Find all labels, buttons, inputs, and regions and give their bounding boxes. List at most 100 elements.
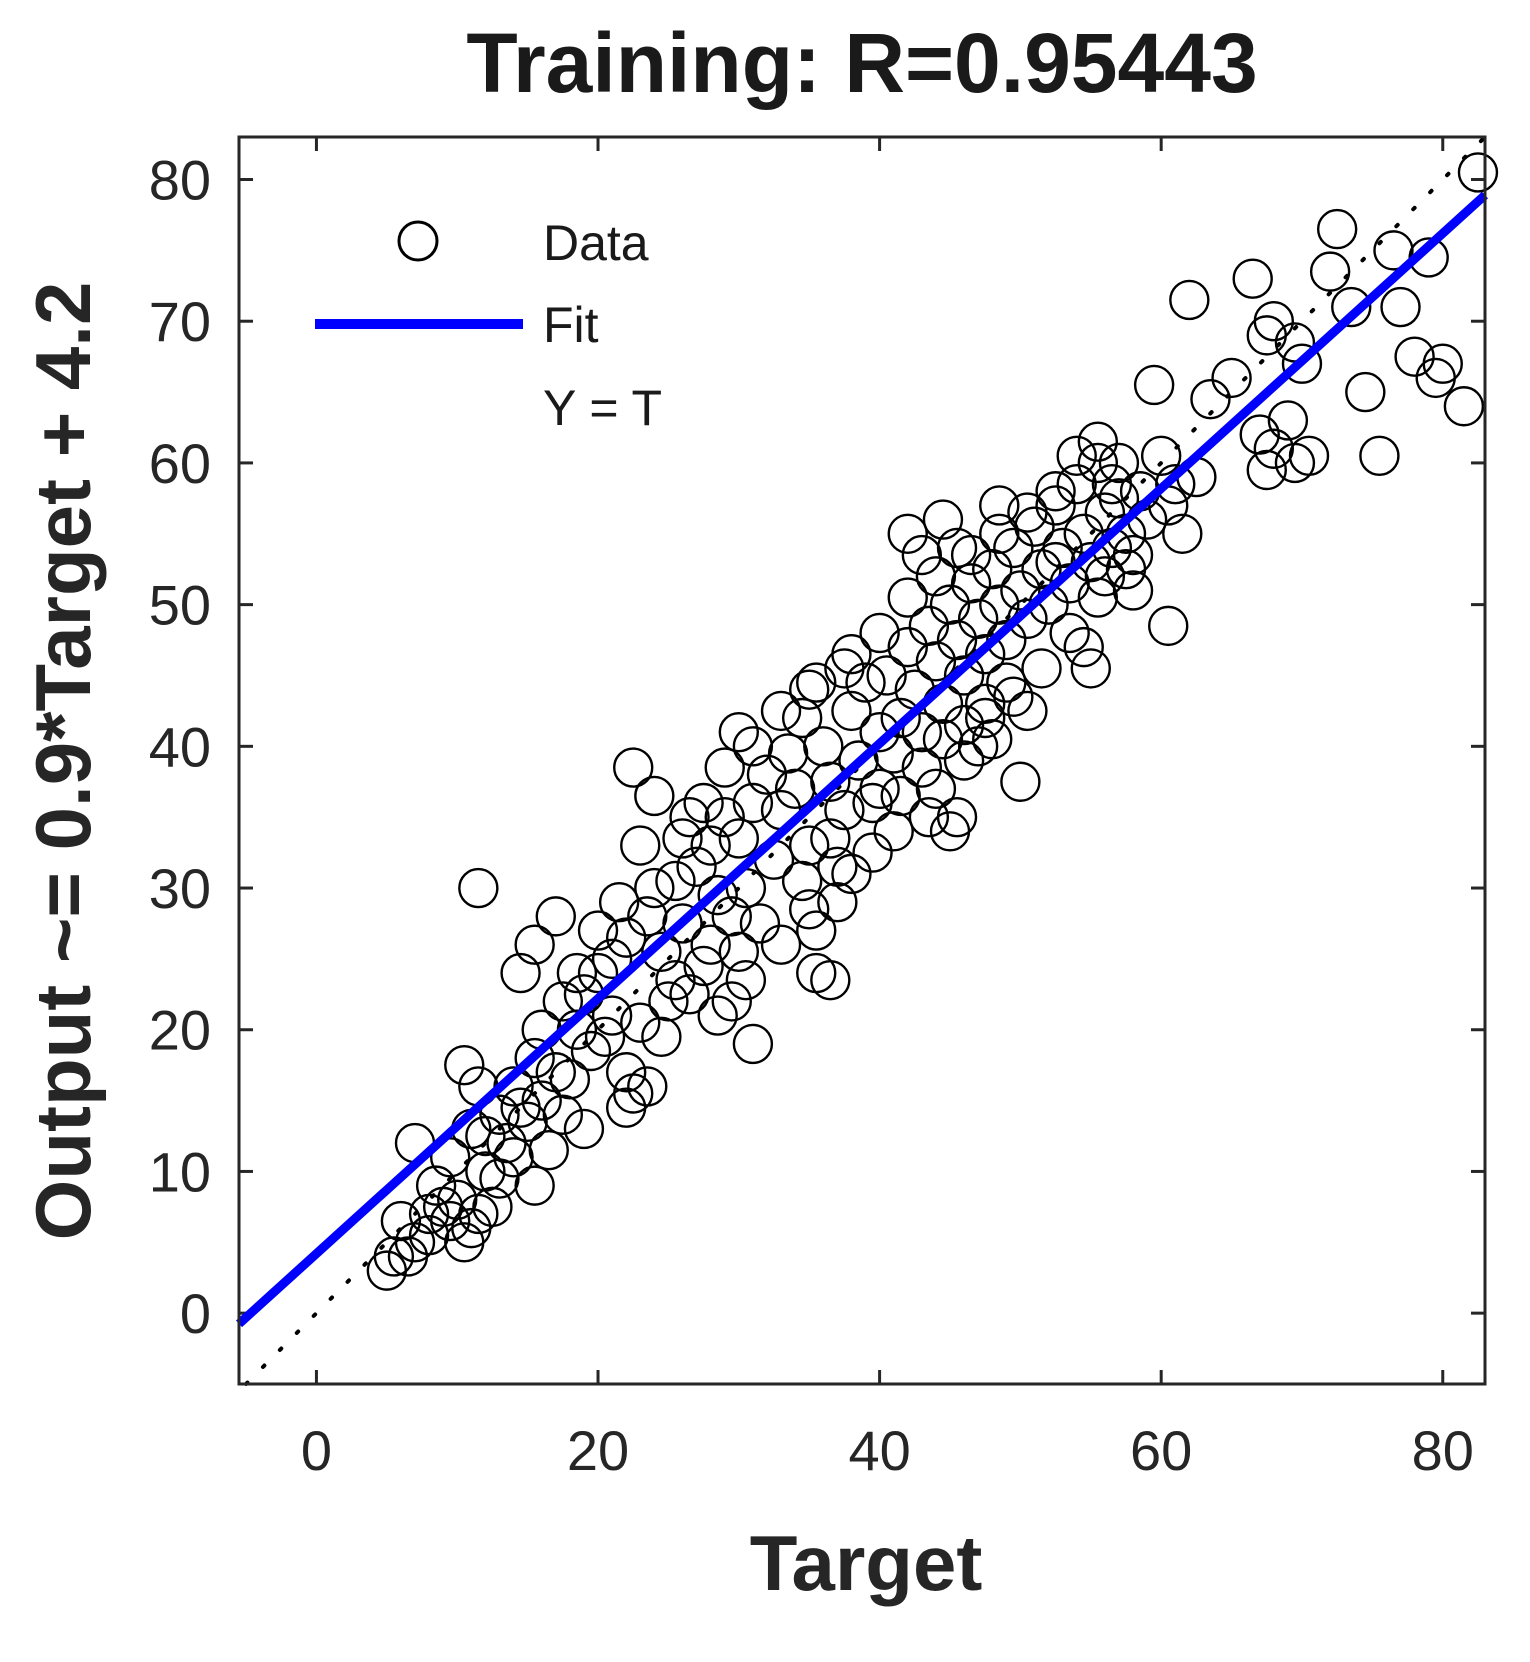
data-point — [964, 634, 1006, 675]
data-point — [662, 818, 703, 859]
data-point — [746, 754, 788, 795]
data-point — [500, 952, 541, 994]
data-point — [1133, 364, 1175, 406]
plot-frame — [237, 135, 1487, 1386]
data-point — [584, 1016, 626, 1058]
data-point — [1000, 761, 1041, 802]
data-point — [1098, 442, 1140, 484]
data-point — [1415, 357, 1456, 399]
data-point — [718, 818, 760, 859]
data-point — [1309, 251, 1351, 292]
data-point — [591, 938, 633, 980]
data-point — [1345, 371, 1386, 413]
y-tick-label: 70 — [149, 290, 211, 353]
data-point — [1021, 648, 1062, 689]
data-point — [1359, 435, 1400, 477]
data-point — [605, 1087, 647, 1128]
data-point — [577, 952, 619, 994]
data-point — [634, 867, 675, 909]
data-point — [1007, 598, 1048, 639]
data-point — [915, 768, 957, 810]
data-point — [1380, 286, 1421, 328]
data-point — [732, 1023, 774, 1065]
data-point — [915, 641, 957, 682]
data-point — [1253, 428, 1295, 469]
data-point — [1049, 612, 1090, 654]
legend-label-identity: Y = T — [543, 380, 662, 436]
fit-line-path — [235, 191, 1489, 1328]
data-point — [655, 860, 696, 902]
data-point — [704, 747, 745, 788]
data-point — [648, 981, 689, 1022]
data-point — [465, 1151, 506, 1192]
data-point — [739, 903, 781, 944]
data-point — [873, 811, 914, 852]
data-point — [690, 924, 731, 965]
legend-label-data: Data — [543, 215, 649, 271]
data-point — [366, 1250, 408, 1291]
y-tick-label: 40 — [149, 715, 211, 778]
data-point — [458, 867, 499, 909]
x-tick-label: 0 — [301, 1419, 332, 1482]
data-point — [781, 697, 823, 739]
y-tick-label: 10 — [149, 1140, 211, 1203]
data-point — [605, 1052, 647, 1093]
data-point — [1443, 386, 1485, 427]
data-point — [704, 796, 745, 838]
data-point — [690, 825, 731, 866]
data-point — [760, 924, 802, 965]
data-point — [563, 1108, 605, 1150]
data-point — [852, 782, 893, 824]
data-point — [901, 534, 943, 576]
data-point — [1267, 400, 1309, 441]
identity-line — [244, 135, 1487, 1386]
data-point — [1169, 279, 1210, 321]
data-point — [1373, 230, 1414, 271]
data-point — [943, 704, 985, 746]
data-point — [669, 974, 710, 1015]
data-point — [458, 1193, 499, 1235]
data-point — [1211, 357, 1252, 399]
data-point — [1246, 315, 1287, 356]
data-point — [591, 995, 633, 1036]
data-point — [697, 874, 738, 916]
data-point — [1105, 548, 1147, 590]
data-point — [915, 556, 957, 597]
data-point — [796, 662, 837, 703]
data-point — [922, 499, 964, 540]
data-point — [620, 1002, 661, 1043]
data-point — [662, 903, 703, 944]
data-point — [1000, 570, 1041, 611]
data-point — [1084, 556, 1126, 597]
data-point — [789, 889, 830, 930]
y-tick-label: 0 — [180, 1282, 211, 1345]
data-point — [415, 1165, 457, 1206]
data-point — [929, 811, 971, 852]
data-point — [627, 896, 668, 937]
data-point — [1190, 378, 1231, 420]
data-point — [725, 959, 767, 1001]
data-point — [796, 952, 837, 994]
data-point — [1316, 208, 1358, 250]
y-axis-label: Output ~= 0.9*Target + 4.2 — [19, 282, 107, 1241]
data-point — [1246, 449, 1287, 491]
data-point — [1091, 463, 1133, 505]
data-point — [1035, 471, 1076, 512]
data-point — [535, 896, 576, 937]
data-point — [1056, 435, 1097, 477]
data-point — [620, 825, 661, 866]
data-point — [824, 789, 865, 831]
data-point — [943, 655, 985, 696]
data-point — [838, 740, 879, 781]
data-point — [697, 995, 738, 1036]
data-point — [683, 945, 724, 987]
data-point — [1035, 485, 1076, 526]
data-point — [908, 796, 950, 838]
data-point — [542, 981, 584, 1022]
data-point — [387, 1236, 429, 1277]
data-point — [514, 924, 555, 965]
data-point — [796, 910, 837, 951]
data-point — [831, 853, 872, 895]
data-point — [1077, 442, 1119, 484]
data-point — [486, 1122, 527, 1164]
